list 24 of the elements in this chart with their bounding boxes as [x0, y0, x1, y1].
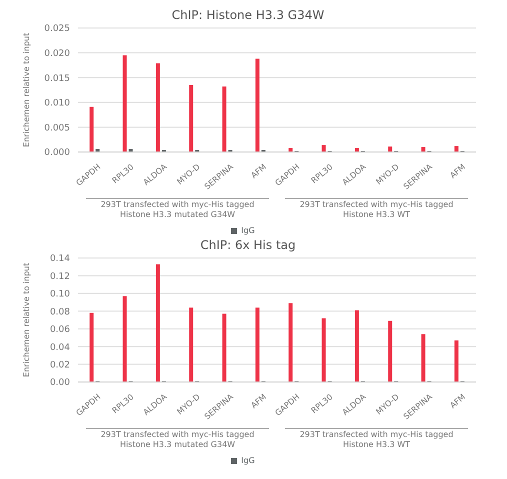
y-tick-label: 0.000	[44, 148, 70, 158]
y-tick-label: 0.015	[44, 74, 70, 84]
y-tick-label: 0.14	[50, 254, 70, 264]
text: 293T transfected with myc-His tagged Histone H3.3 mutated G34W	[86, 428, 269, 450]
legend-label: IgG	[241, 456, 255, 465]
y-tick-label: 0.06	[50, 325, 70, 336]
y-tick-label: 0.005	[44, 123, 70, 134]
y-tick-label: 0.00	[50, 378, 70, 388]
text: 293T transfected with myc-His tagged Histone H3.3 WT	[285, 428, 468, 450]
y-tick-label: 0.02	[50, 360, 70, 370]
chart-title: ChIP: Histone H3.3 G34W	[170, 8, 326, 24]
y-axis-title: Enrichemen relative to input	[22, 262, 31, 378]
text: 293T transfected with myc-His tagged Histone H3.3 WT	[285, 198, 468, 220]
y-tick-label: 0.020	[44, 48, 70, 59]
y-axis-title: Enrichemen relative to input	[22, 32, 31, 148]
y-tick-label: 0.025	[44, 24, 70, 34]
chart-title: ChIP: 6x His tag	[199, 238, 297, 254]
text: 293T transfected with myc-His tagged Histone H3.3 mutated G34W	[86, 198, 269, 220]
y-tick-label: 0.12	[50, 272, 70, 282]
legend-label: IgG	[241, 226, 255, 235]
y-tick-label: 0.04	[50, 342, 70, 353]
y-tick-label: 0.10	[50, 290, 70, 300]
y-tick-label: 0.08	[50, 307, 70, 318]
y-tick-label: 0.010	[44, 98, 70, 109]
